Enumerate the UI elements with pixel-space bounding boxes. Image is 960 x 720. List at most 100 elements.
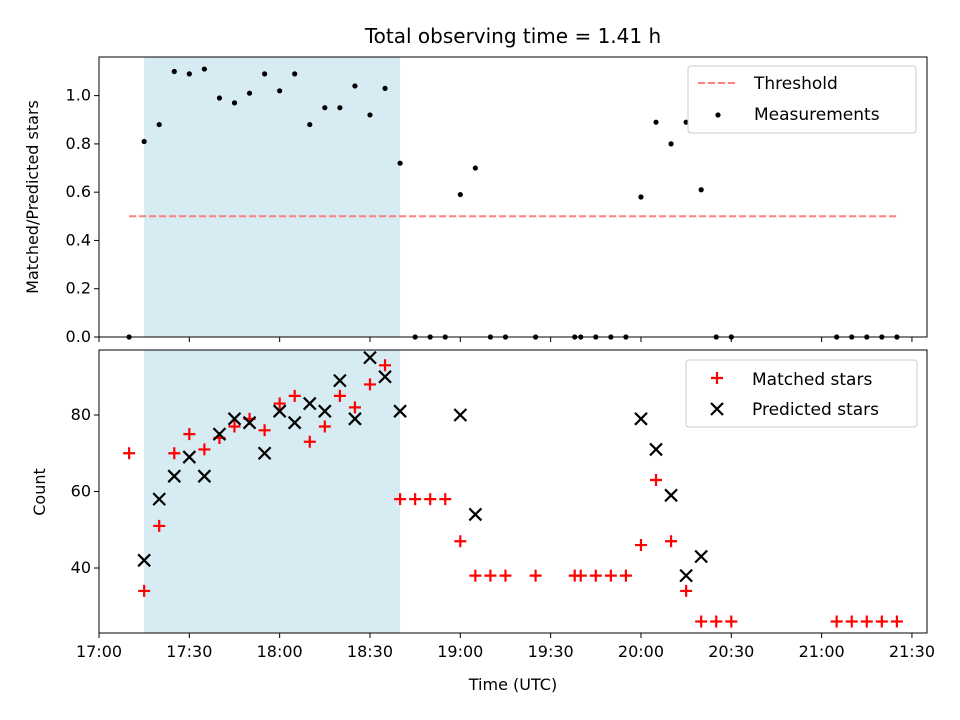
matched-star-point: [363, 378, 376, 391]
measurement-point: [638, 194, 644, 200]
bottom-xtick-label: 18:00: [257, 642, 303, 661]
matched-star-point: [303, 435, 316, 448]
matched-star-point: [484, 569, 497, 582]
matched-star-point: [604, 569, 617, 582]
top-panel: 0.0 0.2 0.4 0.6 0.8 1.0 Total observing time …: [23, 24, 928, 346]
predicted-star-point: [272, 404, 287, 418]
matched-star-point: [680, 584, 693, 597]
matched-star-point: [574, 569, 587, 582]
bottom-xtick-label: 17:30: [166, 642, 212, 661]
threshold-legend-label: Threshold: [753, 74, 838, 94]
predicted-star-point: [664, 488, 678, 503]
predicted-star-point: [333, 373, 347, 388]
measurement-point: [668, 141, 674, 147]
predicted-star-point: [302, 396, 317, 411]
bottom-xtick-label: 20:30: [708, 642, 754, 661]
matched-star-point: [394, 493, 407, 506]
matched-star-point: [288, 389, 301, 402]
bottom-xtick-label: 17:00: [76, 642, 122, 661]
predicted-star-point: [167, 469, 182, 483]
measurement-point: [201, 66, 207, 72]
measurement-point: [683, 119, 689, 125]
matched-star-point: [138, 584, 151, 597]
predicted-star-point: [227, 412, 242, 426]
matched-star-point: [348, 401, 361, 414]
measurement-point: [397, 160, 403, 166]
bottom-ytick-label: 60: [71, 482, 91, 501]
bottom-ytick-label: 40: [71, 558, 91, 577]
measurement-point: [352, 83, 358, 89]
top-panel-frame: [98, 56, 928, 338]
bottom-xtick-label: 21:00: [799, 642, 845, 661]
matched-star-point: [529, 569, 542, 582]
top-legend-box: [687, 65, 917, 134]
predicted-star-point: [212, 427, 227, 441]
predicted-star-point: [137, 553, 151, 568]
top-ytick-label: 0.6: [66, 182, 91, 201]
bottom-xtick-label: 19:00: [437, 642, 483, 661]
matched-star-point: [634, 539, 647, 552]
chart-title: Total observing time = 1.41 h: [364, 24, 661, 48]
predicted-star-point: [152, 492, 166, 506]
measurement-point: [156, 121, 162, 128]
top-ytick-label: 0.0: [66, 327, 91, 346]
measurement-point: [216, 95, 223, 101]
top-legend: Threshold Measurements: [687, 65, 917, 134]
measurement-point: [246, 90, 253, 96]
matched-star-point: [619, 569, 632, 582]
measurement-point: [186, 71, 192, 77]
predicted-star-point: [453, 408, 468, 422]
top-ylabel: Matched/Predicted stars: [23, 100, 42, 294]
matched-star-point: [830, 615, 843, 628]
bottom-legend: Matched stars Predicted stars: [685, 359, 918, 428]
predicted-star-point: [257, 446, 272, 461]
bottom-legend-box: [685, 359, 918, 428]
bottom-xtick-label: 20:00: [618, 642, 664, 661]
matched-star-point: [890, 615, 903, 628]
matched-star-point: [469, 569, 482, 582]
matched-star-point: [333, 389, 346, 402]
matched-star-point: [379, 359, 392, 372]
matched-star-point: [228, 420, 241, 433]
predicted-legend-label: Predicted stars: [752, 400, 879, 420]
measurement-point: [231, 100, 238, 106]
measurements-legend-swatch: [715, 112, 721, 118]
measurement-point: [653, 119, 659, 125]
top-ytick-label: 1.0: [66, 86, 91, 105]
predicted-star-point: [287, 415, 302, 430]
measurement-point: [262, 71, 268, 77]
matched-star-point: [875, 615, 888, 628]
predicted-star-point: [679, 568, 693, 583]
predicted-star-point: [197, 469, 212, 483]
predicted-star-point: [393, 404, 407, 418]
predicted-star-point: [348, 412, 362, 426]
matched-legend-swatch: [711, 372, 723, 384]
bottom-xtick-label: 21:30: [889, 642, 935, 661]
measurement-point: [337, 105, 343, 111]
predicted-legend-swatch: [710, 402, 724, 416]
predicted-star-point: [318, 404, 332, 418]
bottom-panel: 40 60 80 17:00 17:30 18:00 18:30 19:00 19:30 20:…: [30, 349, 935, 694]
bottom-xtick-label: 19:30: [528, 642, 574, 661]
bottom-xtick-label: 18:30: [347, 642, 393, 661]
matched-star-point: [198, 443, 211, 456]
matched-star-point: [183, 428, 196, 441]
measurement-point: [292, 71, 298, 77]
bottom-xlabel: Time (UTC): [468, 675, 557, 694]
predicted-star-point: [649, 442, 663, 457]
matched-star-point: [725, 615, 738, 628]
matched-star-point: [845, 615, 858, 628]
measurement-point: [698, 187, 704, 193]
measurement-point: [171, 68, 177, 75]
matched-star-point: [318, 420, 331, 433]
matched-star-point: [409, 493, 422, 506]
matched-star-point: [273, 397, 286, 410]
matched-star-point: [123, 447, 136, 460]
top-ytick-label: 0.2: [66, 279, 91, 298]
bottom-panel-span: [144, 350, 401, 633]
predicted-star-point: [634, 412, 648, 426]
matched-star-point: [589, 569, 602, 582]
predicted-star-point: [363, 350, 377, 365]
top-panel-span: [144, 57, 401, 337]
